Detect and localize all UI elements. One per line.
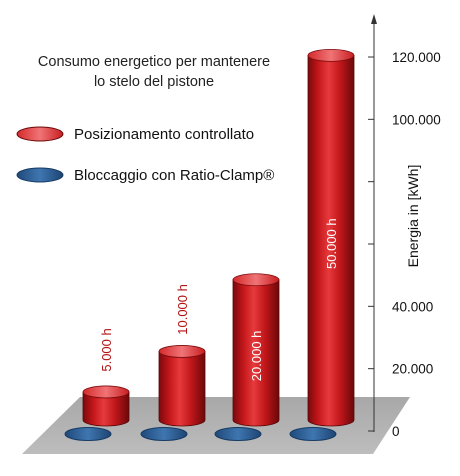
bar-body [158,351,206,427]
bar-3 [232,273,280,427]
bar-top-cap [158,345,206,358]
blue-disc-3 [214,427,262,441]
y-tick-label: 20.000 [392,362,433,377]
y-axis-arrow [371,14,377,24]
legend-swatch-red [16,126,64,142]
bar-body [232,279,280,427]
y-tick-label: 120.000 [392,50,441,65]
bar-labels: 5.000 h 10.000 h 20.000 h 50.000 h [99,218,339,381]
blue-disc-1 [64,427,112,441]
bar-top-cap [232,273,280,287]
y-ticks: 0 20.000 40.000 100.000 120.000 [368,50,441,439]
bar-label-4: 50.000 h [324,218,339,269]
legend: Posizionamento controllato Bloccaggio co… [16,126,274,184]
bar-top-cap [307,48,355,62]
bar-body [307,54,355,427]
chart-title-line-1: Consumo energetico per mantenere [38,54,270,70]
bar-body [82,391,130,427]
red-series-bars [82,48,355,427]
y-tick-label: 100.000 [392,112,441,127]
y-axis [371,14,377,432]
legend-swatch-blue [16,167,64,183]
blue-disc-4 [289,427,337,441]
bar-label-2: 10.000 h [175,284,190,335]
y-tick-label: 40.000 [392,299,433,314]
bar-label-3: 20.000 h [249,331,264,382]
bar-top-cap [82,385,130,399]
y-axis-label: Energia in [kWh] [405,165,421,268]
bar-label-1: 5.000 h [99,328,114,371]
bar-4 [307,48,355,427]
bar-1 [82,385,130,427]
legend-label-series-2: Bloccaggio con Ratio-Clamp® [74,167,274,184]
chart-title-line-2: lo stelo del pistone [94,74,214,90]
blue-series-discs [64,427,337,441]
y-tick-label: 0 [392,424,400,439]
bar-2 [158,345,206,427]
blue-disc-2 [140,427,188,441]
legend-label-series-1: Posizionamento controllato [74,126,254,143]
